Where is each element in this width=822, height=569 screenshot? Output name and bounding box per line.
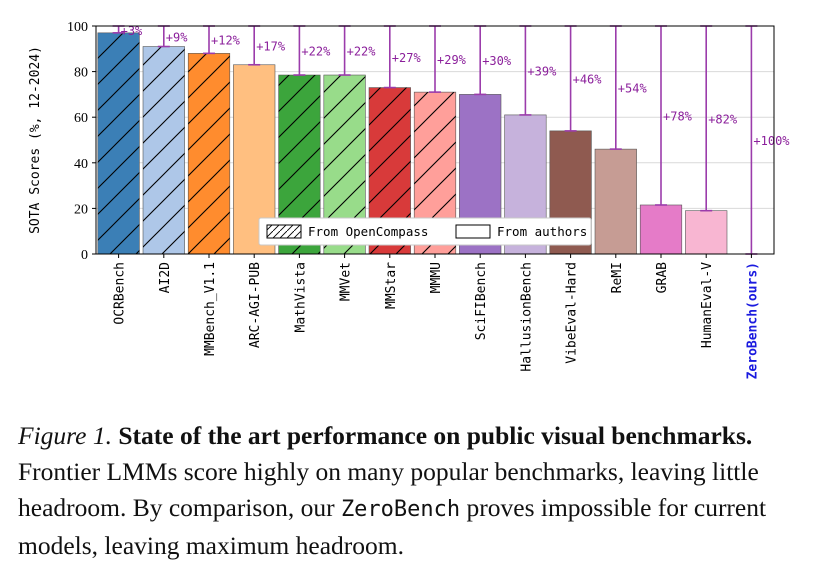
headroom-label: +29% <box>437 53 467 67</box>
headroom-label: +22% <box>301 45 331 59</box>
x-tick-label: MathVista <box>293 262 308 332</box>
headroom-label: +46% <box>573 72 603 86</box>
caption-code-name: ZeroBench <box>340 497 461 522</box>
headroom-label: +12% <box>211 34 241 48</box>
y-tick-label: 60 <box>74 111 88 126</box>
headroom-label: +100% <box>753 134 790 148</box>
x-axis-ticks: OCRBench AI2D MMBench_V1.1 ARC-AGI-PUB MathV… <box>113 254 760 379</box>
y-tick-label: 80 <box>74 66 88 81</box>
y-tick-label: 20 <box>74 202 88 217</box>
y-axis-label: SOTA Scores (%, 12-2024) <box>28 46 43 234</box>
bar-hatch <box>143 46 185 254</box>
x-tick-label: VibeEval-Hard <box>565 262 580 364</box>
bar-ReMI <box>594 148 637 255</box>
caption-title: State of the art performance on public v… <box>118 421 753 450</box>
y-tick-label: 40 <box>74 157 88 172</box>
x-tick-label: MMStar <box>384 262 399 309</box>
figure-label: Figure 1. <box>18 421 112 450</box>
x-tick-label: OCRBench <box>113 262 128 325</box>
x-tick-label: MMMU <box>429 262 444 293</box>
headroom-label: +78% <box>663 109 693 123</box>
legend-label-authors: From authors <box>497 224 587 239</box>
headroom-label: +22% <box>347 45 377 59</box>
caption-text-after: proves impossible for current models, le… <box>18 493 767 560</box>
legend-swatch-opencompass <box>266 224 302 239</box>
y-tick-label: 0 <box>81 248 88 263</box>
bar-HumanEval-V <box>685 210 728 255</box>
bar-GRAB <box>639 204 683 255</box>
legend-box <box>258 217 592 246</box>
x-tick-label: ReMI <box>610 262 625 293</box>
headroom-label: +30% <box>482 54 512 68</box>
x-tick-label: MMVet <box>339 262 354 301</box>
error-bars: +3% +9% +12% +17% +22% +22% +27% +29% +30% +39% +4… <box>112 24 790 255</box>
headroom-label: +17% <box>256 39 286 53</box>
x-tick-label: SciFIBench <box>474 262 489 340</box>
x-tick-label: AI2D <box>158 262 173 293</box>
y-axis-ticks: 0 20 40 60 80 100 <box>67 20 96 263</box>
headroom-label: +54% <box>618 82 648 96</box>
legend-swatch-authors <box>455 224 491 239</box>
benchmark-bar-chart: +3% +9% +12% +17% +22% +22% +27% +29% +30% +39% +4… <box>28 20 790 379</box>
bar-hatch <box>188 53 230 254</box>
y-tick-label: 100 <box>67 20 88 35</box>
headroom-label: +27% <box>392 51 422 65</box>
bar-hatch <box>97 32 140 255</box>
headroom-label: +9% <box>166 30 188 44</box>
x-tick-label: HallusionBench <box>519 262 534 372</box>
headroom-label: +82% <box>708 112 738 126</box>
caption-text-before: Frontier LMMs score highly on many popul… <box>18 457 759 522</box>
figure-caption: Figure 1. State of the art performance o… <box>18 418 808 564</box>
legend-label-opencompass: From OpenCompass <box>308 224 428 239</box>
x-tick-label: ARC-AGI-PUB <box>248 262 263 348</box>
headroom-label: +3% <box>121 24 143 38</box>
headroom-label: +39% <box>527 64 557 78</box>
x-tick-label: GRAB <box>655 262 670 293</box>
x-tick-label: HumanEval-V <box>700 262 715 348</box>
x-tick-label: ZeroBench(ours) <box>745 262 760 379</box>
legend: From OpenCompass From authors <box>258 217 592 246</box>
x-tick-label: MMBench_V1.1 <box>203 262 218 356</box>
